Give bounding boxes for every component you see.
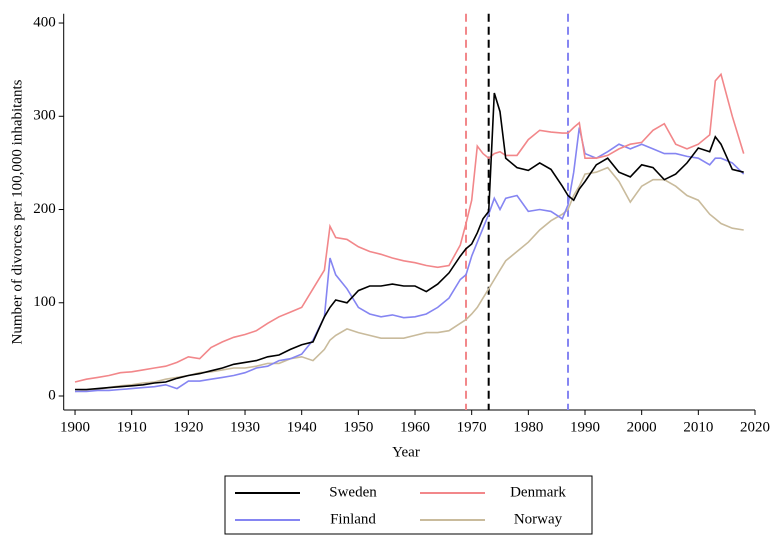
y-tick-label: 400: [33, 14, 56, 30]
x-tick-label: 2010: [683, 419, 713, 435]
legend-label: Finland: [330, 511, 376, 527]
x-tick-label: 1940: [287, 419, 317, 435]
x-tick-label: 2000: [627, 419, 657, 435]
x-tick-label: 1950: [343, 419, 373, 435]
legend-label: Sweden: [329, 484, 377, 500]
x-tick-label: 1970: [457, 419, 487, 435]
series-line: [75, 92, 744, 391]
x-tick-label: 1990: [570, 419, 600, 435]
x-tick-label: 1960: [400, 419, 430, 435]
series-line: [74, 72, 745, 383]
legend-box: [224, 475, 593, 535]
series-line: [74, 166, 744, 393]
x-tick-label: 1920: [173, 419, 203, 435]
series-line: [75, 127, 745, 393]
x-tick-label: 2020: [740, 419, 770, 435]
x-tick-label: 1910: [117, 419, 147, 435]
x-tick-label: 1900: [60, 419, 90, 435]
y-axis-label: Number of divorces per 100,000 inhabitan…: [9, 79, 25, 344]
legend-label: Denmark: [510, 484, 566, 500]
y-tick-label: 200: [33, 201, 56, 217]
x-tick-label: 1930: [230, 419, 260, 435]
y-tick-label: 100: [33, 294, 56, 310]
legend-label: Norway: [514, 511, 563, 527]
y-tick-label: 0: [48, 387, 56, 403]
x-tick-label: 1980: [513, 419, 543, 435]
y-tick-label: 300: [33, 108, 56, 124]
x-axis-label: Year: [392, 444, 420, 460]
